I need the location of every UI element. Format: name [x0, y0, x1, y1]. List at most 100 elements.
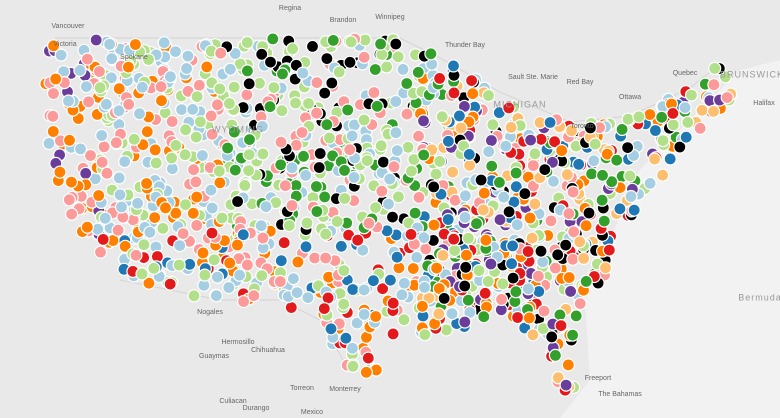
marker[interactable]	[79, 166, 93, 180]
marker[interactable]	[424, 47, 438, 61]
marker[interactable]	[176, 227, 190, 241]
marker[interactable]	[396, 62, 410, 77]
marker[interactable]	[337, 297, 351, 311]
marker[interactable]	[494, 292, 509, 306]
marker[interactable]	[555, 144, 569, 158]
marker[interactable]	[447, 232, 461, 246]
marker[interactable]	[565, 328, 580, 342]
marker[interactable]	[345, 341, 359, 355]
marker[interactable]	[237, 294, 251, 309]
marker[interactable]	[196, 246, 210, 260]
marker[interactable]	[112, 104, 126, 118]
marker[interactable]	[509, 180, 523, 194]
marker[interactable]	[518, 187, 532, 201]
marker[interactable]	[392, 261, 406, 275]
marker[interactable]	[195, 148, 209, 163]
marker[interactable]	[418, 328, 432, 342]
marker[interactable]	[366, 274, 380, 288]
marker[interactable]	[98, 211, 112, 225]
marker[interactable]	[341, 103, 355, 117]
marker[interactable]	[343, 55, 357, 69]
marker[interactable]	[53, 165, 67, 179]
marker[interactable]	[463, 158, 477, 172]
marker[interactable]	[301, 96, 316, 111]
marker[interactable]	[386, 296, 400, 310]
marker[interactable]	[54, 48, 68, 62]
marker[interactable]	[624, 189, 638, 204]
marker[interactable]	[255, 47, 269, 61]
marker[interactable]	[485, 159, 499, 173]
marker[interactable]	[46, 109, 60, 123]
marker[interactable]	[544, 214, 558, 228]
marker[interactable]	[521, 244, 535, 259]
marker[interactable]	[684, 88, 699, 102]
marker[interactable]	[385, 210, 400, 224]
marker[interactable]	[493, 213, 507, 227]
marker[interactable]	[528, 197, 542, 211]
marker[interactable]	[469, 217, 484, 231]
marker[interactable]	[655, 110, 669, 124]
marker[interactable]	[615, 122, 629, 136]
marker[interactable]	[720, 90, 734, 105]
marker[interactable]	[569, 309, 583, 323]
marker[interactable]	[706, 104, 721, 119]
marker[interactable]	[228, 163, 242, 177]
marker[interactable]	[187, 163, 201, 177]
marker[interactable]	[441, 212, 455, 227]
marker[interactable]	[545, 330, 559, 344]
marker[interactable]	[583, 121, 598, 135]
marker[interactable]	[391, 190, 405, 204]
marker[interactable]	[173, 239, 187, 253]
marker[interactable]	[313, 146, 327, 161]
marker[interactable]	[286, 272, 300, 286]
marker[interactable]	[577, 251, 591, 265]
marker[interactable]	[140, 125, 154, 139]
marker[interactable]	[554, 319, 568, 333]
marker[interactable]	[175, 102, 189, 117]
marker[interactable]	[509, 285, 523, 299]
marker[interactable]	[46, 86, 61, 101]
marker[interactable]	[148, 143, 162, 157]
marker[interactable]	[154, 94, 169, 108]
marker[interactable]	[122, 97, 136, 112]
marker[interactable]	[404, 164, 419, 178]
marker[interactable]	[73, 63, 87, 78]
marker[interactable]	[204, 183, 218, 197]
marker[interactable]	[391, 50, 405, 64]
marker[interactable]	[254, 219, 268, 233]
marker[interactable]	[318, 86, 332, 100]
marker[interactable]	[200, 60, 214, 74]
marker[interactable]	[546, 174, 561, 188]
marker[interactable]	[417, 148, 431, 162]
marker[interactable]	[361, 351, 375, 365]
marker[interactable]	[92, 64, 107, 79]
marker[interactable]	[613, 202, 627, 216]
marker[interactable]	[190, 190, 204, 204]
marker[interactable]	[227, 80, 241, 94]
marker[interactable]	[666, 118, 680, 132]
marker[interactable]	[285, 198, 299, 213]
marker[interactable]	[562, 270, 576, 285]
marker[interactable]	[381, 197, 396, 211]
marker[interactable]	[310, 75, 324, 90]
marker[interactable]	[446, 59, 461, 73]
marker[interactable]	[259, 200, 273, 214]
marker[interactable]	[301, 291, 315, 305]
marker[interactable]	[411, 129, 426, 143]
marker[interactable]	[215, 211, 229, 225]
marker[interactable]	[221, 141, 235, 155]
marker[interactable]	[376, 282, 390, 296]
marker[interactable]	[486, 118, 500, 132]
marker[interactable]	[632, 110, 646, 124]
marker[interactable]	[369, 309, 383, 324]
marker[interactable]	[678, 100, 692, 115]
marker[interactable]	[600, 147, 614, 161]
marker[interactable]	[441, 134, 455, 148]
marker[interactable]	[205, 201, 219, 215]
marker[interactable]	[95, 155, 109, 169]
marker[interactable]	[330, 214, 344, 229]
marker[interactable]	[247, 289, 261, 303]
marker[interactable]	[105, 52, 119, 66]
marker[interactable]	[389, 37, 403, 51]
marker[interactable]	[448, 243, 462, 258]
